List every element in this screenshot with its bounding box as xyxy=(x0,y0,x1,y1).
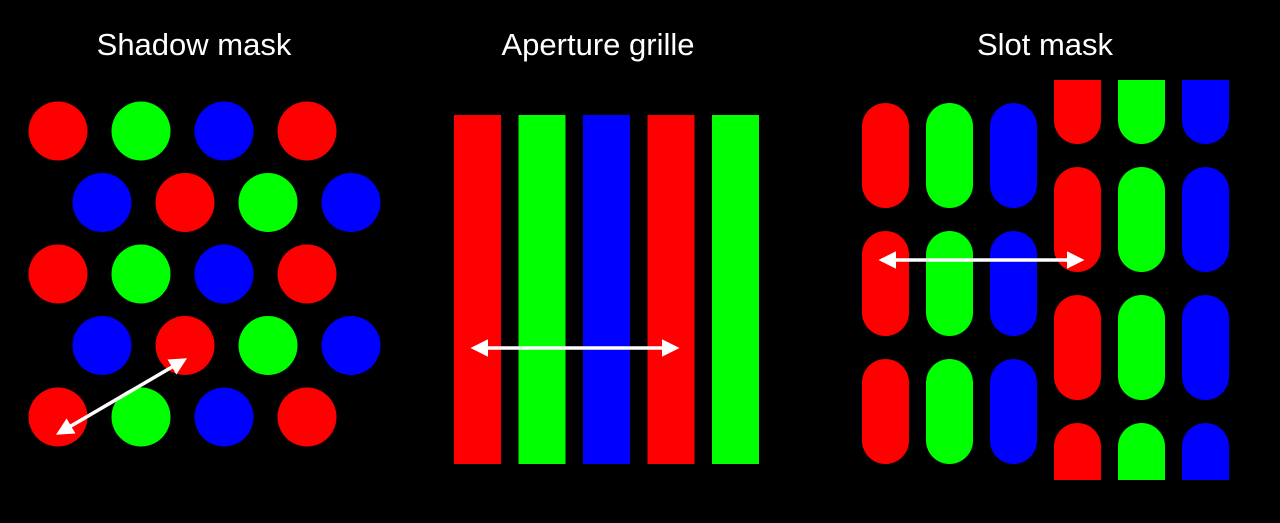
phosphor-slot-green xyxy=(1118,166,1165,272)
phosphor-dot-red xyxy=(28,101,88,161)
phosphor-slot-red xyxy=(1054,295,1101,400)
shadow-mask-pitch-arrow xyxy=(55,358,188,435)
phosphor-slot-blue xyxy=(1182,80,1229,144)
phosphor-slot-blue xyxy=(1182,166,1229,272)
phosphor-dot-blue xyxy=(72,173,132,232)
phosphor-dot-red xyxy=(277,387,337,447)
phosphor-dot-red xyxy=(28,244,88,304)
phosphor-dot-green xyxy=(111,101,171,161)
phosphor-slot-green xyxy=(926,231,973,336)
phosphor-stripe-red xyxy=(647,115,695,464)
phosphor-slot-blue xyxy=(990,102,1037,208)
phosphor-slot-red xyxy=(1054,423,1101,480)
phosphor-stripe-red xyxy=(454,115,501,464)
phosphor-slot-red xyxy=(862,102,909,208)
phosphor-slot-red xyxy=(1054,166,1101,272)
phosphor-dot-green xyxy=(238,316,298,375)
shadow-mask-dots xyxy=(28,101,381,447)
phosphor-slot-red xyxy=(1054,80,1101,144)
aperture-grille-stripes xyxy=(454,115,759,464)
phosphor-dot-blue xyxy=(194,387,254,447)
phosphor-dot-blue xyxy=(321,173,381,232)
phosphor-slot-green xyxy=(926,359,973,464)
phosphor-slot-green xyxy=(1118,80,1165,144)
phosphor-slot-blue xyxy=(1182,295,1229,400)
phosphor-dot-blue xyxy=(194,244,254,304)
phosphor-slot-green xyxy=(1118,295,1165,400)
shadow-mask-title: Shadow mask xyxy=(97,27,292,62)
slot-mask-panel: Slot mask xyxy=(862,27,1229,480)
phosphor-dot-red xyxy=(28,387,88,447)
phosphor-slot-green xyxy=(1118,423,1165,480)
phosphor-stripe-green xyxy=(518,115,566,464)
phosphor-dot-red xyxy=(155,173,215,232)
phosphor-slot-blue xyxy=(990,359,1037,464)
aperture-grille-panel: Aperture grille xyxy=(454,27,759,464)
phosphor-slot-red xyxy=(862,359,909,464)
phosphor-dot-red xyxy=(277,244,337,304)
aperture-grille-title: Aperture grille xyxy=(502,27,695,62)
phosphor-dot-green xyxy=(111,244,171,304)
phosphor-slot-blue xyxy=(1182,423,1229,480)
phosphor-slot-green xyxy=(926,102,973,208)
phosphor-dot-red xyxy=(277,101,337,161)
phosphor-slot-red xyxy=(862,231,909,336)
phosphor-stripe-green xyxy=(712,115,759,464)
phosphor-dot-red xyxy=(155,316,215,375)
phosphor-dot-blue xyxy=(321,316,381,375)
phosphor-dot-blue xyxy=(72,316,132,375)
shadow-mask-panel: Shadow mask xyxy=(28,27,381,447)
phosphor-stripe-blue xyxy=(583,115,630,464)
phosphor-dot-blue xyxy=(194,101,254,161)
phosphor-dot-green xyxy=(238,173,298,232)
slot-mask-title: Slot mask xyxy=(977,27,1114,62)
phosphor-slot-blue xyxy=(990,231,1037,336)
